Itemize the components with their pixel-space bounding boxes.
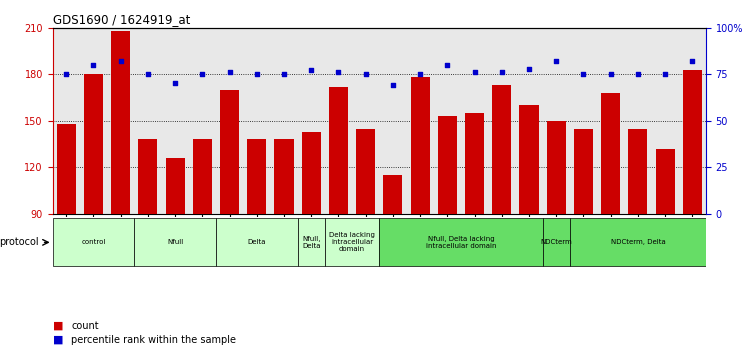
Point [142,71,154,77]
Text: Nfull,
Delta: Nfull, Delta [302,236,321,249]
Point [87,62,99,68]
Text: ■: ■ [53,335,63,345]
Bar [297,218,324,266]
Point [523,66,535,71]
Bar [138,139,158,214]
Point [442,62,454,68]
Text: Nfull: Nfull [167,239,183,245]
Point [686,58,698,64]
Text: NDCterm: NDCterm [540,239,572,245]
Bar [247,139,267,214]
Bar [356,128,376,214]
Text: Nfull, Delta lacking
intracellular domain: Nfull, Delta lacking intracellular domai… [426,236,496,249]
Text: NDCterm, Delta: NDCterm, Delta [611,239,665,245]
Point [305,68,317,73]
Point [251,71,263,77]
Bar [492,85,511,214]
Bar [216,218,297,266]
Bar [520,105,538,214]
Bar [547,121,566,214]
Bar [656,149,674,214]
Bar [84,74,103,214]
Point [169,81,181,86]
Bar [56,124,76,214]
Point [605,71,617,77]
Point [196,71,208,77]
Bar [574,128,593,214]
Point [550,58,562,64]
Bar [465,113,484,214]
Bar [165,158,185,214]
Point [333,70,345,75]
Bar [329,87,348,214]
Point [414,71,426,77]
Bar [111,31,130,214]
Point [278,71,290,77]
Bar [683,69,702,214]
Text: control: control [81,239,106,245]
Bar [438,116,457,214]
Point [469,70,481,75]
Bar [379,218,542,266]
Point [360,71,372,77]
Text: Delta lacking
intracellular
domain: Delta lacking intracellular domain [329,233,375,252]
Point [224,70,236,75]
Bar [193,139,212,214]
Bar [629,128,647,214]
Bar [570,218,706,266]
Point [387,82,399,88]
Bar [601,93,620,214]
Point [659,71,671,77]
Bar [411,77,430,214]
Text: GDS1690 / 1624919_at: GDS1690 / 1624919_at [53,13,190,26]
Point [632,71,644,77]
Text: ■: ■ [53,321,63,331]
Bar [542,218,570,266]
Bar [324,218,379,266]
Bar [220,90,239,214]
Text: Delta: Delta [248,239,266,245]
Point [578,71,590,77]
Text: count: count [71,321,99,331]
Bar [274,139,294,214]
Bar [134,218,216,266]
Point [496,70,508,75]
Bar [302,132,321,214]
Text: percentile rank within the sample: percentile rank within the sample [71,335,237,345]
Bar [383,175,403,214]
Bar [53,218,134,266]
Point [115,58,127,64]
Point [60,71,72,77]
Text: protocol: protocol [0,237,39,247]
